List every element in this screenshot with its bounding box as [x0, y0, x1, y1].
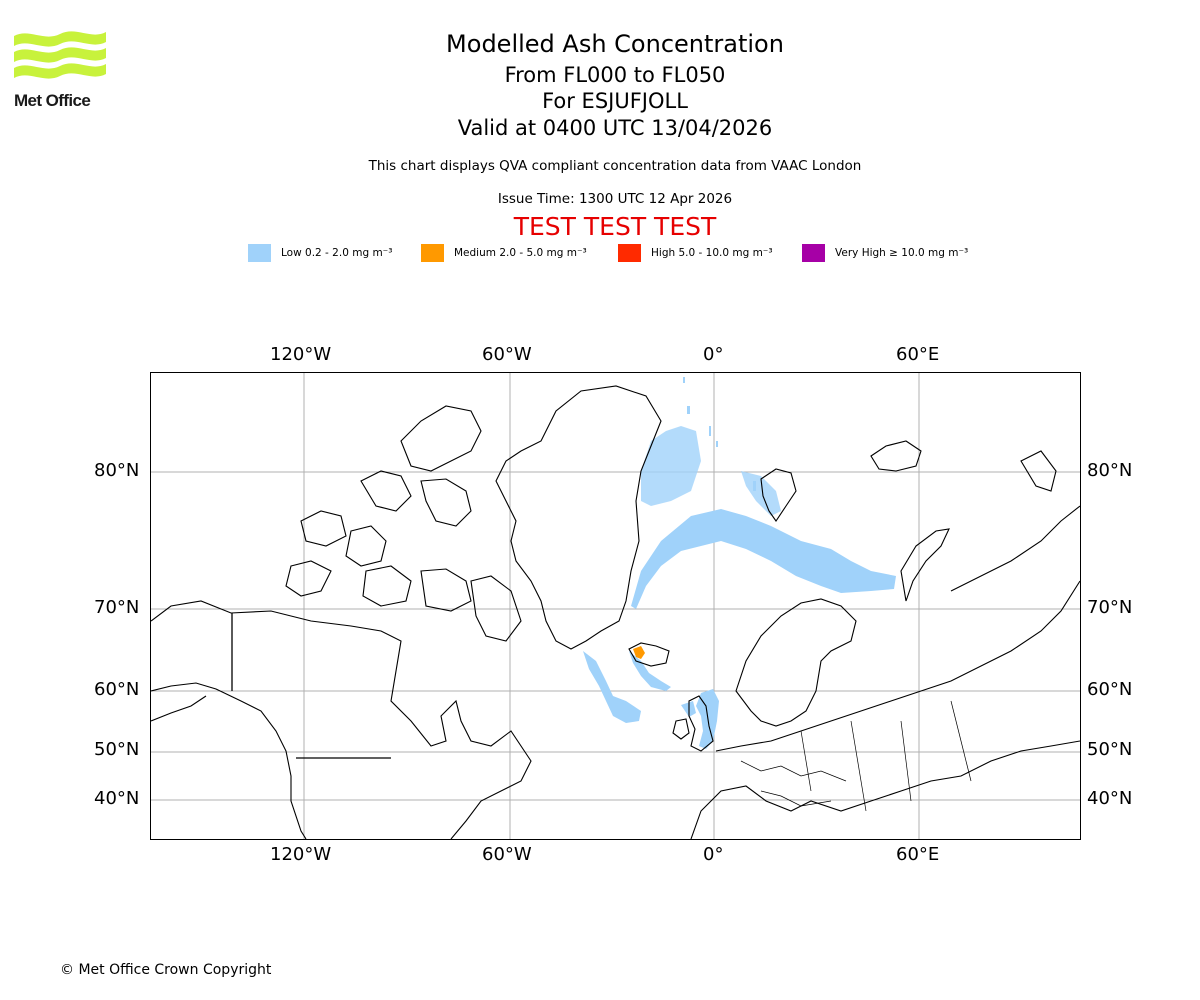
- lon-label-bottom: 120°W: [270, 844, 332, 865]
- lat-label-left: 60°N: [94, 679, 140, 700]
- ash-concentration-map[interactable]: [150, 372, 1081, 840]
- valid-time: Valid at 0400 UTC 13/04/2026: [457, 116, 773, 140]
- legend-item-low: Low 0.2 - 2.0 mg m⁻³: [248, 244, 392, 262]
- swatch-very-high: [802, 244, 825, 262]
- subtitle: This chart displays QVA compliant concen…: [368, 158, 862, 174]
- lat-label-left: 50°N: [94, 739, 140, 760]
- waves-logo-icon: [14, 31, 106, 79]
- lat-label-right: 40°N: [1087, 788, 1133, 809]
- country-borders: [740, 700, 972, 812]
- lat-label-left: 40°N: [94, 788, 140, 809]
- ash-plume-medium: [633, 646, 645, 659]
- swatch-low: [248, 244, 271, 262]
- volcano-name: For ESJUFJOLL: [542, 89, 688, 113]
- lon-label-top: 0°: [703, 344, 724, 365]
- lon-label-top: 60°W: [482, 344, 532, 365]
- graticule: [151, 373, 1080, 839]
- swatch-medium: [421, 244, 444, 262]
- test-banner: TEST TEST TEST: [513, 212, 717, 241]
- legend-label: Low 0.2 - 2.0 mg m⁻³: [281, 247, 393, 259]
- logo-text: Met Office: [14, 91, 91, 110]
- lon-label-bottom: 0°: [703, 844, 724, 865]
- coastlines: [151, 385, 1080, 839]
- legend-item-very-high: Very High ≥ 10.0 mg m⁻³: [802, 244, 968, 262]
- lat-label-left: 80°N: [94, 460, 140, 481]
- copyright: © Met Office Crown Copyright: [60, 962, 272, 978]
- legend-label: Very High ≥ 10.0 mg m⁻³: [835, 247, 969, 259]
- lon-label-top: 60°E: [896, 344, 940, 365]
- legend-item-high: High 5.0 - 10.0 mg m⁻³: [618, 244, 773, 262]
- lat-label-right: 50°N: [1087, 739, 1133, 760]
- lon-label-bottom: 60°W: [482, 844, 532, 865]
- met-office-logo: [14, 30, 106, 112]
- legend: Low 0.2 - 2.0 mg m⁻³ Medium 2.0 - 5.0 mg…: [0, 244, 1200, 264]
- legend-label: Medium 2.0 - 5.0 mg m⁻³: [454, 247, 587, 259]
- lon-label-top: 120°W: [270, 344, 332, 365]
- map-canvas: [151, 373, 1080, 839]
- lat-label-right: 80°N: [1087, 460, 1133, 481]
- legend-label: High 5.0 - 10.0 mg m⁻³: [651, 247, 773, 259]
- flight-level-range: From FL000 to FL050: [504, 63, 726, 87]
- issue-time: Issue Time: 1300 UTC 12 Apr 2026: [497, 191, 733, 207]
- chart-title: Modelled Ash Concentration: [446, 30, 784, 58]
- swatch-high: [618, 244, 641, 262]
- lat-label-right: 60°N: [1087, 679, 1133, 700]
- lat-label-right: 70°N: [1087, 597, 1133, 618]
- ash-plume-low: [583, 377, 896, 749]
- lon-label-bottom: 60°E: [896, 844, 940, 865]
- lat-label-left: 70°N: [94, 597, 140, 618]
- legend-item-medium: Medium 2.0 - 5.0 mg m⁻³: [421, 244, 587, 262]
